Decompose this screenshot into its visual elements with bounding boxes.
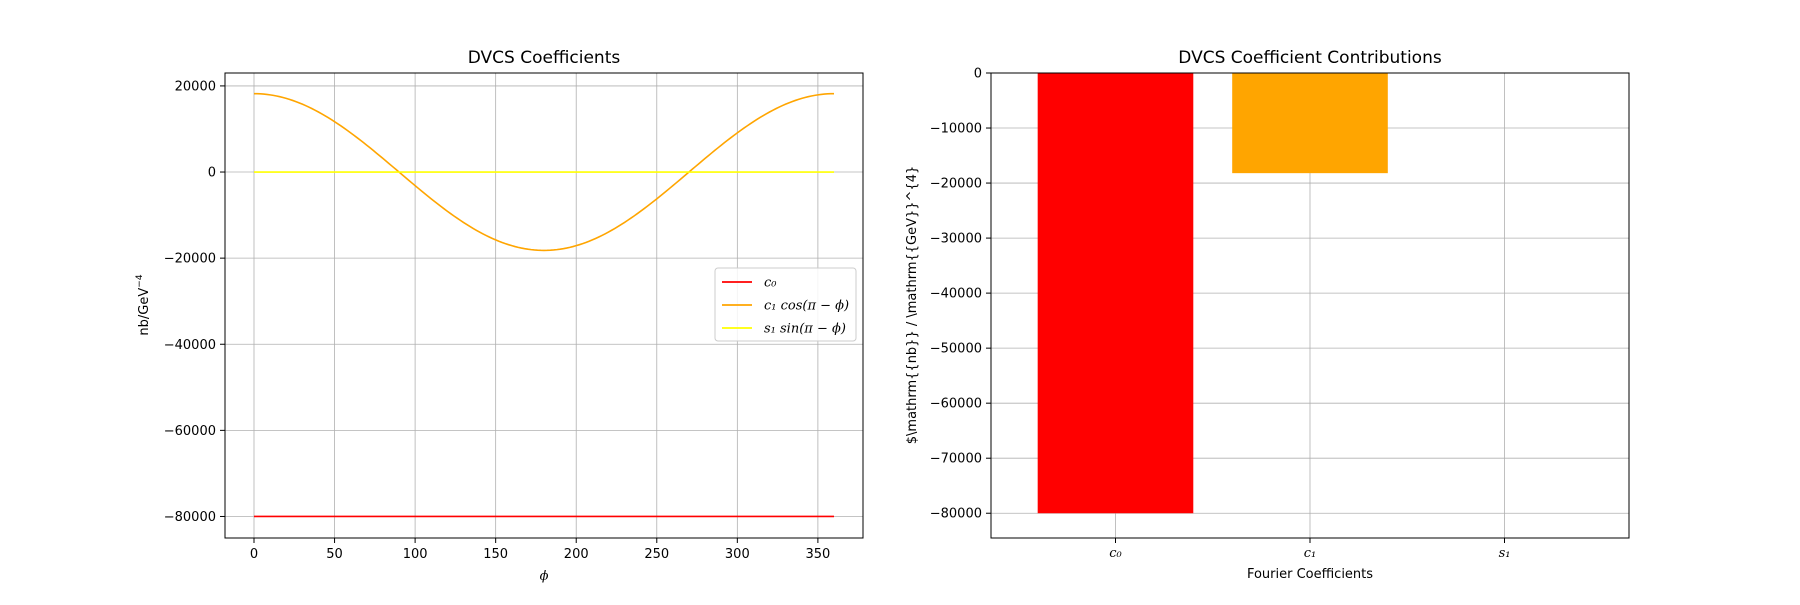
x-axis-label: Fourier Coefficients — [1247, 567, 1373, 582]
x-tick-label: c₁ — [1304, 546, 1317, 561]
bar-chart: DVCS Coefficient Contributions c₀ c₁ s₁ 0 −… — [905, 48, 1630, 582]
x-tick-label: 350 — [805, 547, 830, 562]
series-group — [253, 92, 835, 518]
legend: c₀ c₁ cos(π − ϕ) s₁ sin(π − ϕ) — [714, 267, 857, 342]
y-tick-label: −70000 — [930, 452, 982, 467]
y-tick-label: −20000 — [164, 252, 216, 267]
x-tick-label: 100 — [403, 547, 428, 562]
y-ticks: 20000 0 −20000 −40000 −60000 −80000 — [164, 79, 225, 525]
x-tick-label: 300 — [725, 547, 750, 562]
y-tick-label: −10000 — [930, 122, 982, 137]
x-tick-label: 200 — [564, 547, 589, 562]
legend-box — [714, 267, 857, 342]
y-tick-label: −20000 — [930, 177, 982, 192]
y-tick-label: −30000 — [930, 232, 982, 247]
y-tick-label: −80000 — [164, 510, 216, 525]
x-ticks: 0 50 100 150 200 250 300 350 — [250, 538, 830, 562]
y-tick-label: −60000 — [930, 397, 982, 412]
bars-group — [1037, 73, 1388, 514]
y-tick-label: −60000 — [164, 424, 216, 439]
y-axis-label: nb/GeV−4 — [135, 274, 152, 335]
legend-label: c₁ cos(π − ϕ) — [764, 299, 849, 314]
x-axis-label: ϕ — [540, 569, 549, 584]
chart-title: DVCS Coefficients — [468, 48, 621, 68]
x-tick-label: 150 — [483, 547, 508, 562]
legend-label: s₁ sin(π − ϕ) — [764, 322, 846, 337]
x-ticks: c₀ c₁ s₁ — [1109, 538, 1510, 561]
y-tick-label: 0 — [208, 166, 216, 181]
y-tick-label: −40000 — [930, 287, 982, 302]
series-line-1 — [253, 92, 835, 252]
y-ticks: 0 −10000 −20000 −30000 −40000 −50000 −60000 −70… — [930, 67, 991, 522]
y-axis-label: $\mathrm{{nb}} / \mathrm{{GeV}}^{4} — [905, 166, 920, 445]
x-tick-label: s₁ — [1499, 546, 1511, 561]
legend-label: c₀ — [764, 276, 777, 291]
y-tick-label: −40000 — [164, 338, 216, 353]
y-tick-label: 0 — [974, 67, 982, 82]
line-chart: DVCS Coefficients 0 50 100 150 200 250 300 350 … — [135, 48, 864, 584]
bar-1 — [1232, 73, 1388, 174]
y-tick-label: 20000 — [175, 79, 216, 94]
x-tick-label: 50 — [326, 547, 343, 562]
x-tick-label: 0 — [250, 547, 258, 562]
bar-0 — [1037, 73, 1194, 514]
y-tick-label: −50000 — [930, 342, 982, 357]
x-tick-label: 250 — [644, 547, 669, 562]
x-tick-label: c₀ — [1109, 546, 1122, 561]
y-tick-label: −80000 — [930, 507, 982, 522]
chart-title: DVCS Coefficient Contributions — [1178, 48, 1442, 68]
plot-frame — [224, 72, 864, 539]
